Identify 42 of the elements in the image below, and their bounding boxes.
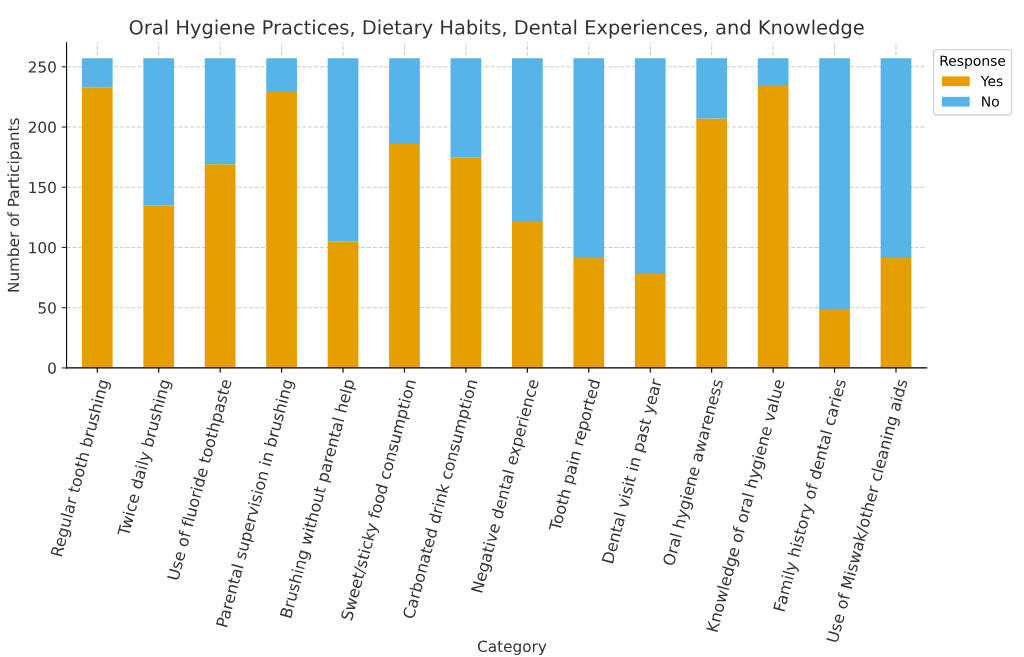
y-tick-label: 50 bbox=[38, 302, 56, 314]
bar bbox=[143, 58, 175, 206]
bar bbox=[450, 58, 482, 158]
bar bbox=[204, 164, 236, 368]
bar bbox=[696, 118, 728, 368]
y-axis-title: Number of Participants bbox=[7, 118, 23, 292]
bar bbox=[327, 241, 359, 368]
bar bbox=[204, 58, 236, 165]
bar bbox=[757, 58, 789, 87]
bar bbox=[266, 92, 297, 368]
bar bbox=[450, 157, 482, 368]
legend-title: Response bbox=[940, 55, 1006, 69]
y-tick-label: 200 bbox=[28, 121, 56, 134]
bar bbox=[327, 58, 359, 242]
bar bbox=[880, 257, 912, 368]
y-tick-label: 0 bbox=[48, 362, 56, 374]
bar bbox=[880, 58, 912, 258]
x-tick-label: Dental visit in past year bbox=[601, 378, 662, 564]
y-tick-label: 150 bbox=[29, 181, 56, 194]
bar bbox=[819, 58, 850, 309]
bar bbox=[634, 273, 666, 368]
x-tick-label: Tooth pain reported bbox=[548, 379, 604, 533]
y-tick-label: 100 bbox=[29, 241, 56, 254]
bar bbox=[143, 205, 175, 368]
bar bbox=[819, 308, 850, 368]
legend-label: Yes bbox=[980, 76, 1003, 87]
bar bbox=[573, 58, 605, 258]
bar bbox=[81, 58, 113, 88]
bar bbox=[573, 257, 605, 368]
y-tick-label: 250 bbox=[28, 61, 56, 73]
bar bbox=[81, 87, 113, 368]
x-axis-title: Category bbox=[477, 640, 547, 656]
bar bbox=[389, 143, 420, 368]
bar bbox=[512, 220, 543, 368]
bar bbox=[757, 86, 789, 368]
legend-label: No bbox=[982, 96, 999, 107]
bar bbox=[512, 58, 543, 221]
chart-title: Oral Hygiene Practices, Dietary Habits, Dental Experiences, and Knowledge bbox=[129, 19, 864, 39]
bar bbox=[696, 58, 728, 119]
bar bbox=[389, 58, 420, 144]
bar bbox=[634, 58, 666, 274]
bar bbox=[266, 58, 297, 93]
